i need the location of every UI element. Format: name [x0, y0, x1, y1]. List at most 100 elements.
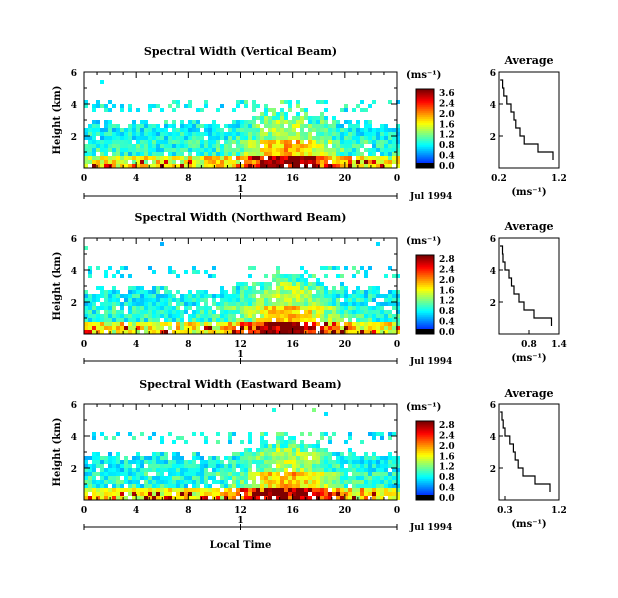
heatmap-cell	[140, 148, 144, 152]
heatmap-cell	[116, 492, 120, 496]
colorbar-step	[416, 456, 434, 460]
colorbar-step	[416, 296, 434, 299]
heatmap-cell	[340, 294, 344, 298]
heatmap-cell	[200, 468, 204, 472]
colorbar-frame	[415, 88, 435, 169]
heatmap-cell	[136, 472, 140, 476]
heatmap-cell	[308, 318, 312, 322]
heatmap-cell	[328, 480, 332, 484]
heatmap-cell	[336, 140, 340, 144]
heatmap-cell	[116, 330, 120, 334]
y-tick-label: 6	[71, 235, 77, 245]
heatmap-cell	[144, 488, 148, 492]
heatmap-cell	[160, 468, 164, 472]
heatmap-cell	[180, 326, 184, 330]
heatmap-cell	[324, 314, 328, 318]
heatmap-cell	[380, 140, 384, 144]
heatmap-cell	[296, 464, 300, 468]
heatmap-cell	[108, 488, 112, 492]
heatmap-cell	[284, 286, 288, 290]
heatmap-cell	[124, 476, 128, 480]
heatmap-cell	[320, 496, 324, 500]
heatmap-cell	[264, 286, 268, 290]
heatmap-cell	[152, 496, 156, 500]
heatmap-cell	[284, 116, 288, 120]
heatmap-cell	[188, 164, 192, 168]
heatmap-cell	[164, 290, 168, 294]
heatmap-cell	[104, 148, 108, 152]
colorbar-step	[416, 322, 434, 325]
heatmap-cell	[264, 330, 268, 334]
heatmap-cell	[396, 160, 400, 164]
heatmap-cell	[384, 456, 388, 460]
heatmap-cell	[156, 468, 160, 472]
colorbar-tick-label: 2.0	[439, 442, 455, 452]
heatmap-cell	[88, 318, 92, 322]
heatmap-cell	[160, 460, 164, 464]
heatmap-cell	[184, 460, 188, 464]
heatmap-cell	[312, 460, 316, 464]
heatmap-cell	[136, 128, 140, 132]
heatmap-cell	[292, 124, 296, 128]
heatmap-cell	[340, 156, 344, 160]
average-y-tick-label: 4	[490, 101, 496, 111]
heatmap-cell	[376, 144, 380, 148]
heatmap-cell	[272, 140, 276, 144]
heatmap-cell	[248, 318, 252, 322]
heatmap-cell	[116, 302, 120, 306]
heatmap-cell	[204, 128, 208, 132]
heatmap-cell	[172, 124, 176, 128]
heatmap-cell	[232, 132, 236, 136]
heatmap-cell	[148, 314, 152, 318]
heatmap-cell	[156, 314, 160, 318]
heatmap-cell	[348, 136, 352, 140]
heatmap-cell	[388, 492, 392, 496]
heatmap-cell	[236, 124, 240, 128]
heatmap-cell	[132, 322, 136, 326]
heatmap-cell	[392, 318, 396, 322]
heatmap	[84, 408, 400, 500]
heatmap-cell	[292, 294, 296, 298]
heatmap-cell	[348, 460, 352, 464]
heatmap-cell	[284, 128, 288, 132]
heatmap-cell	[380, 314, 384, 318]
heatmap-cell	[304, 124, 308, 128]
heatmap-cell	[116, 472, 120, 476]
heatmap-cell	[96, 298, 100, 302]
heatmap-cell	[396, 480, 400, 484]
colorbar-floor	[416, 163, 434, 168]
heatmap-cell	[224, 322, 228, 326]
heatmap-cell	[112, 436, 116, 440]
heatmap-cell	[136, 286, 140, 290]
heatmap-cell	[312, 408, 316, 412]
heatmap-cell	[296, 492, 300, 496]
heatmap-cell	[284, 156, 288, 160]
heatmap-cell	[156, 330, 160, 334]
heatmap-cell	[208, 492, 212, 496]
heatmap-cell	[252, 128, 256, 132]
heatmap-cell	[176, 140, 180, 144]
heatmap-cell	[108, 136, 112, 140]
heatmap-cell	[276, 314, 280, 318]
heatmap-cell	[364, 322, 368, 326]
heatmap-cell	[256, 448, 260, 452]
heatmap-cell	[196, 318, 200, 322]
heatmap-cell	[120, 488, 124, 492]
heatmap-cell	[268, 108, 272, 112]
heatmap-cell	[276, 286, 280, 290]
heatmap-cell	[292, 156, 296, 160]
heatmap-cell	[224, 472, 228, 476]
heatmap-cell	[196, 476, 200, 480]
heatmap-cell	[228, 148, 232, 152]
heatmap-cell	[128, 164, 132, 168]
heatmap-cell	[84, 128, 88, 132]
heatmap-cell	[388, 302, 392, 306]
heatmap-cell	[304, 132, 308, 136]
heatmap-cell	[372, 128, 376, 132]
heatmap-cell	[360, 164, 364, 168]
heatmap-cell	[88, 274, 92, 278]
heatmap-cell	[288, 132, 292, 136]
average-y-tick-label: 2	[490, 133, 496, 143]
heatmap-cell	[252, 480, 256, 484]
heatmap-cell	[100, 322, 104, 326]
